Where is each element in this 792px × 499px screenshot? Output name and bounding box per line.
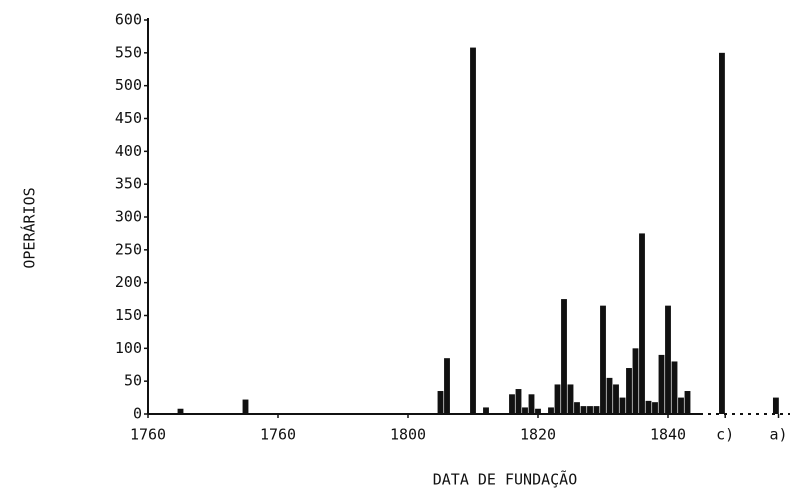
y-tick-label: 150 [115, 306, 142, 324]
x-tick-label: 1800 [390, 426, 426, 444]
bar [652, 402, 658, 414]
bar [515, 389, 522, 414]
bar [684, 391, 691, 414]
bar [719, 52, 725, 414]
y-tick-label: 350 [115, 175, 142, 193]
bar [678, 397, 684, 414]
bar [671, 361, 678, 414]
bar [613, 384, 619, 414]
bar [567, 384, 574, 414]
y-tick-label: 400 [115, 142, 142, 160]
x-tick-label: a) [769, 426, 787, 444]
bar [444, 358, 450, 414]
bar [580, 406, 587, 414]
bar [561, 299, 567, 414]
y-tick-label: 0 [133, 405, 142, 423]
x-tick-label: 1760 [260, 426, 296, 444]
y-tick-label: 300 [115, 208, 142, 226]
bar [177, 408, 184, 414]
bar [535, 408, 541, 414]
bar [587, 406, 593, 414]
bar [548, 407, 554, 414]
x-tick-label: 1760 [130, 426, 166, 444]
bar [626, 368, 632, 414]
bar [606, 377, 613, 414]
y-tick-label: 100 [115, 339, 142, 357]
bar [600, 305, 606, 414]
bar [554, 384, 561, 414]
x-axis-label: DATA DE FUNDAÇÃO [433, 470, 578, 489]
x-tick-label: 1820 [520, 426, 556, 444]
bar [437, 391, 444, 414]
bar [522, 407, 528, 414]
bar [470, 47, 476, 415]
bar [665, 305, 671, 414]
bar [619, 397, 626, 414]
bar [772, 397, 779, 414]
y-tick-label: 450 [115, 109, 142, 127]
bar [593, 406, 600, 414]
y-axis-label: OPERÁRIOS [20, 187, 39, 268]
bar [483, 407, 489, 414]
bar [639, 233, 645, 414]
bar [528, 394, 535, 414]
x-tick-label: c) [716, 426, 734, 444]
bar [645, 400, 652, 414]
y-tick-label: 600 [115, 11, 142, 29]
bar [509, 394, 515, 414]
y-tick-label: 550 [115, 43, 142, 61]
y-tick-label: 500 [115, 76, 142, 94]
x-tick-label: 1840 [650, 426, 686, 444]
bar [658, 354, 665, 414]
y-tick-label: 200 [115, 273, 142, 291]
bar [242, 399, 249, 414]
bar [574, 402, 580, 414]
y-tick-label: 250 [115, 240, 142, 258]
y-tick-label: 50 [124, 372, 142, 390]
bar [632, 348, 639, 414]
